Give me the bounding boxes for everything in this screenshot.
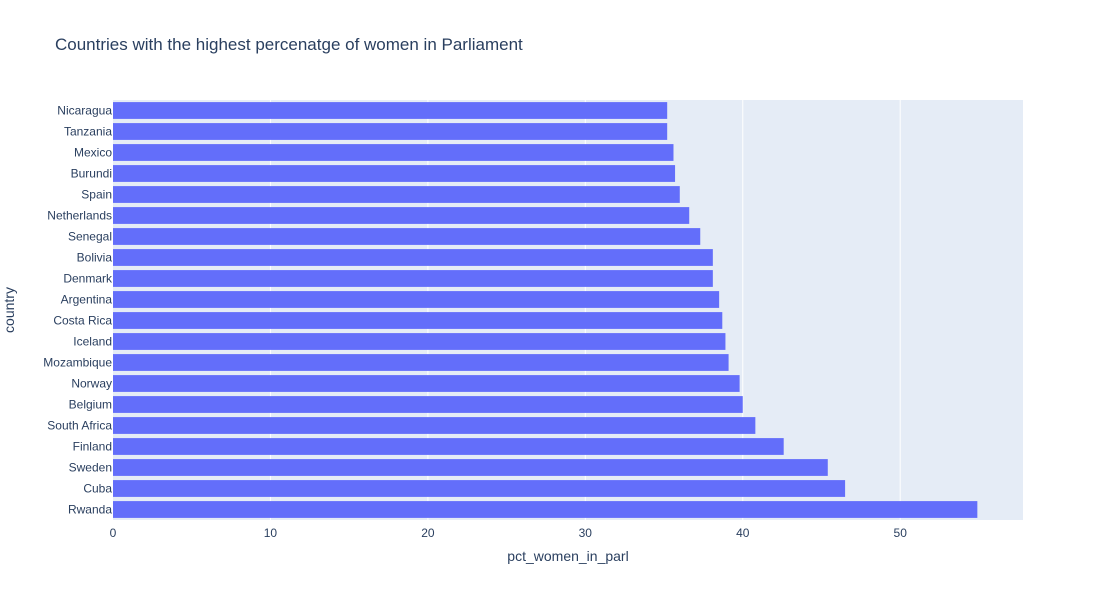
y-tick-label: Nicaragua bbox=[57, 104, 112, 118]
x-tick-label: 40 bbox=[736, 526, 750, 540]
y-tick-label: Rwanda bbox=[68, 503, 112, 517]
bar-finland[interactable] bbox=[113, 438, 784, 455]
chart-title: Countries with the highest percenatge of… bbox=[55, 35, 523, 54]
y-tick-label: Belgium bbox=[69, 398, 112, 412]
x-tick-labels: 0 10 20 30 40 50 bbox=[110, 526, 908, 540]
bar-burundi[interactable] bbox=[113, 165, 676, 182]
bar-sweden[interactable] bbox=[113, 459, 828, 476]
y-tick-label: Argentina bbox=[61, 293, 113, 307]
x-axis-title: pct_women_in_parl bbox=[507, 548, 628, 564]
bar-belgium[interactable] bbox=[113, 396, 743, 413]
x-tick-label: 50 bbox=[894, 526, 908, 540]
bar-tanzania[interactable] bbox=[113, 123, 668, 140]
bar-south-africa[interactable] bbox=[113, 417, 756, 434]
bar-rwanda[interactable] bbox=[113, 501, 978, 518]
y-tick-label: Denmark bbox=[63, 272, 113, 286]
bar-cuba[interactable] bbox=[113, 480, 846, 497]
bar-netherlands[interactable] bbox=[113, 207, 690, 224]
y-tick-label: Netherlands bbox=[47, 209, 112, 223]
bar-norway[interactable] bbox=[113, 375, 740, 392]
y-tick-label: Costa Rica bbox=[53, 314, 112, 328]
y-tick-labels: Rwanda Cuba Sweden Finland South Africa Belgi… bbox=[43, 104, 113, 517]
y-tick-label: Bolivia bbox=[77, 251, 113, 265]
y-tick-label: Burundi bbox=[71, 167, 112, 181]
bar-spain[interactable] bbox=[113, 186, 680, 203]
y-tick-label: Finland bbox=[73, 440, 112, 454]
y-tick-label: Mexico bbox=[74, 146, 112, 160]
bar-denmark[interactable] bbox=[113, 270, 713, 287]
bar-costa-rica[interactable] bbox=[113, 312, 723, 329]
y-tick-label: Senegal bbox=[68, 230, 112, 244]
y-tick-label: Cuba bbox=[83, 482, 112, 496]
plot-background bbox=[113, 100, 1023, 520]
y-tick-label: Norway bbox=[71, 377, 112, 391]
y-tick-label: Sweden bbox=[69, 461, 112, 475]
x-tick-label: 10 bbox=[264, 526, 278, 540]
y-tick-label: Iceland bbox=[73, 335, 112, 349]
bar-argentina[interactable] bbox=[113, 291, 720, 308]
y-tick-label: South Africa bbox=[47, 419, 112, 433]
bar-bolivia[interactable] bbox=[113, 249, 713, 266]
bar-iceland[interactable] bbox=[113, 333, 726, 350]
x-tick-label: 0 bbox=[110, 526, 117, 540]
x-tick-label: 30 bbox=[579, 526, 593, 540]
bar-mexico[interactable] bbox=[113, 144, 674, 161]
y-axis-title: country bbox=[1, 287, 17, 333]
x-tick-label: 20 bbox=[421, 526, 435, 540]
bar-mozambique[interactable] bbox=[113, 354, 729, 371]
bars bbox=[113, 102, 978, 518]
y-tick-label: Mozambique bbox=[43, 356, 112, 370]
y-tick-label: Spain bbox=[81, 188, 112, 202]
bar-senegal[interactable] bbox=[113, 228, 701, 245]
y-tick-label: Tanzania bbox=[64, 125, 112, 139]
bar-nicaragua[interactable] bbox=[113, 102, 668, 119]
